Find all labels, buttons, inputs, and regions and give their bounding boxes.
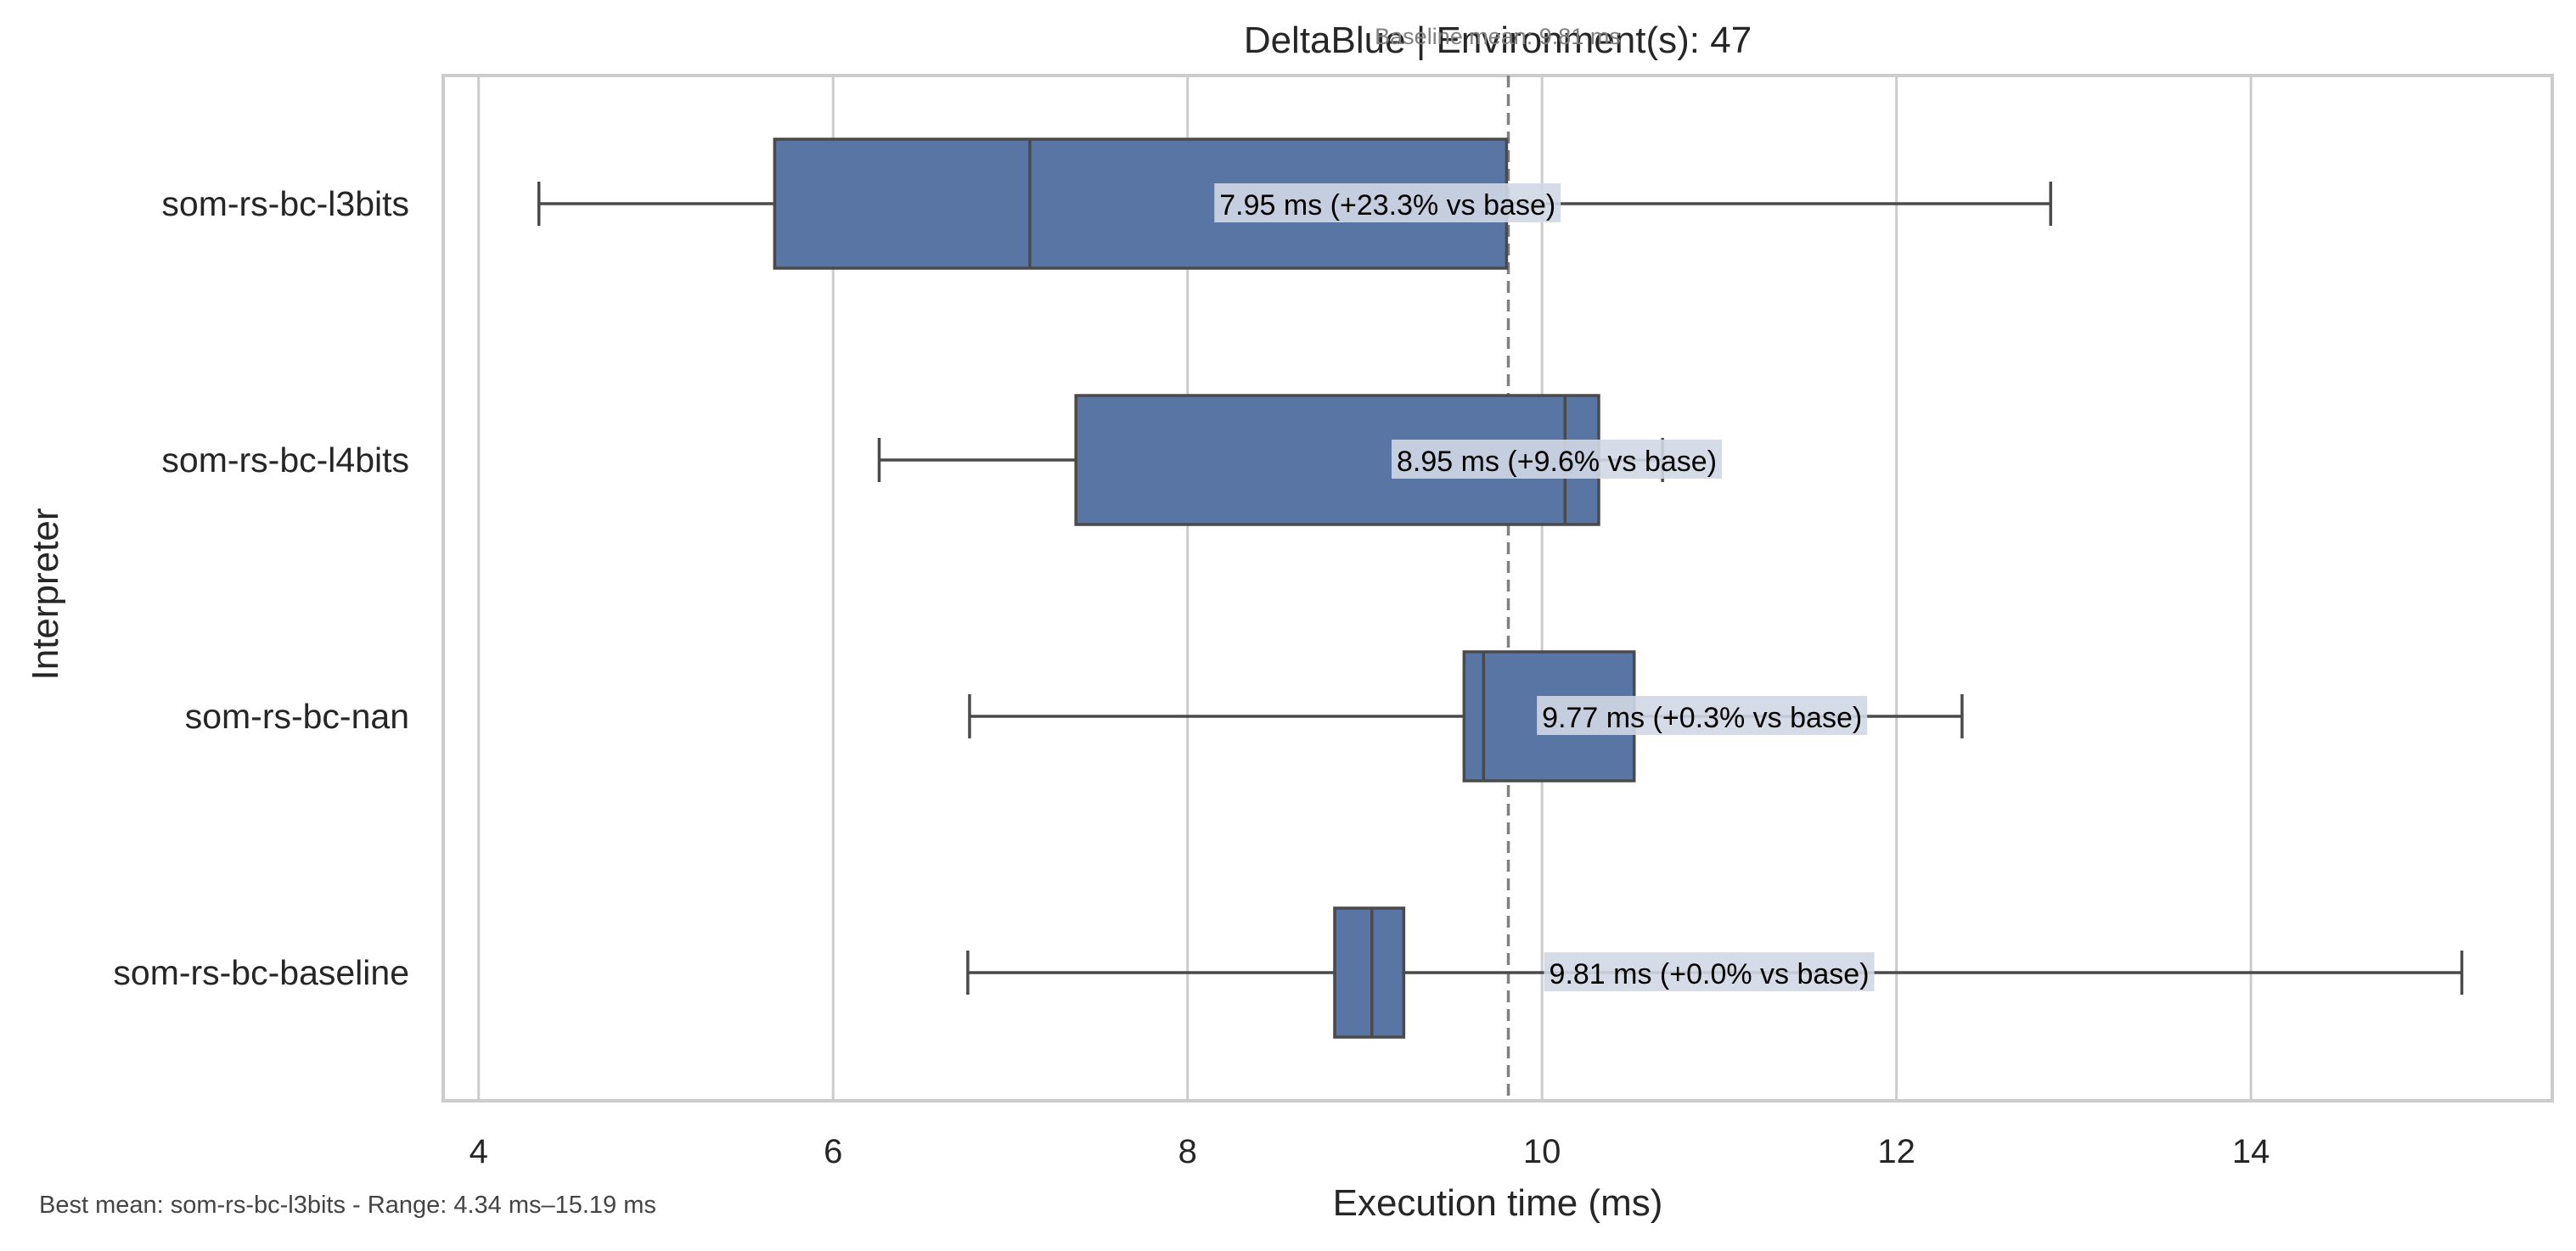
annotation-background bbox=[1544, 952, 1875, 991]
x-axis-label: Execution time (ms) bbox=[1333, 1182, 1663, 1224]
chart-title: DeltaBlue | Environment(s): 47 bbox=[1244, 20, 1752, 61]
annotation-text: 8.95 ms (+9.6% vs base) bbox=[1397, 446, 1717, 478]
box-iqr bbox=[1333, 906, 1406, 1039]
annotation-text: 9.77 ms (+0.3% vs base) bbox=[1542, 702, 1862, 734]
y-tick-label: som-rs-bc-l4bits bbox=[161, 440, 409, 480]
y-tick-label: som-rs-bc-l3bits bbox=[161, 184, 409, 223]
chart-subtitle: Baseline mean: 9.81 ms bbox=[1375, 24, 1621, 49]
annotation-background bbox=[1392, 440, 1723, 479]
y-tick-label: som-rs-bc-nan bbox=[185, 697, 409, 736]
annotation-layer: 7.95 ms (+23.3% vs base) 8.95 ms (+9.6% v… bbox=[1214, 183, 1875, 991]
x-tick-label: 10 bbox=[1523, 1133, 1561, 1170]
annotation-label: 9.77 ms (+0.3% vs base) bbox=[1537, 696, 1868, 735]
annotation-label: 9.81 ms (+0.0% vs base) bbox=[1544, 952, 1875, 991]
annotation-text: 9.81 ms (+0.0% vs base) bbox=[1550, 958, 1870, 990]
x-tick-label: 6 bbox=[824, 1133, 842, 1170]
annotation-label: 8.95 ms (+9.6% vs base) bbox=[1392, 440, 1723, 479]
annotation-background bbox=[1537, 696, 1868, 735]
x-tick-label: 14 bbox=[2232, 1133, 2270, 1170]
footer-note: Best mean: som-rs-bc-l3bits - Range: 4.3… bbox=[39, 1192, 656, 1219]
annotation-text: 7.95 ms (+23.3% vs base) bbox=[1219, 189, 1555, 222]
annotation-background bbox=[1214, 183, 1561, 222]
x-tick-label: 12 bbox=[1877, 1133, 1915, 1170]
y-tick-label: som-rs-bc-baseline bbox=[113, 953, 409, 992]
x-tick-label: 8 bbox=[1178, 1133, 1197, 1170]
tick-labels: 4 6 8 10 12 14 som-rs-bc-l3bits som-rs-bc-l4bit… bbox=[113, 184, 2269, 1170]
y-axis-label: Interpreter bbox=[25, 508, 66, 681]
annotation-label: 7.95 ms (+23.3% vs base) bbox=[1214, 183, 1561, 222]
x-tick-label: 4 bbox=[470, 1133, 488, 1170]
